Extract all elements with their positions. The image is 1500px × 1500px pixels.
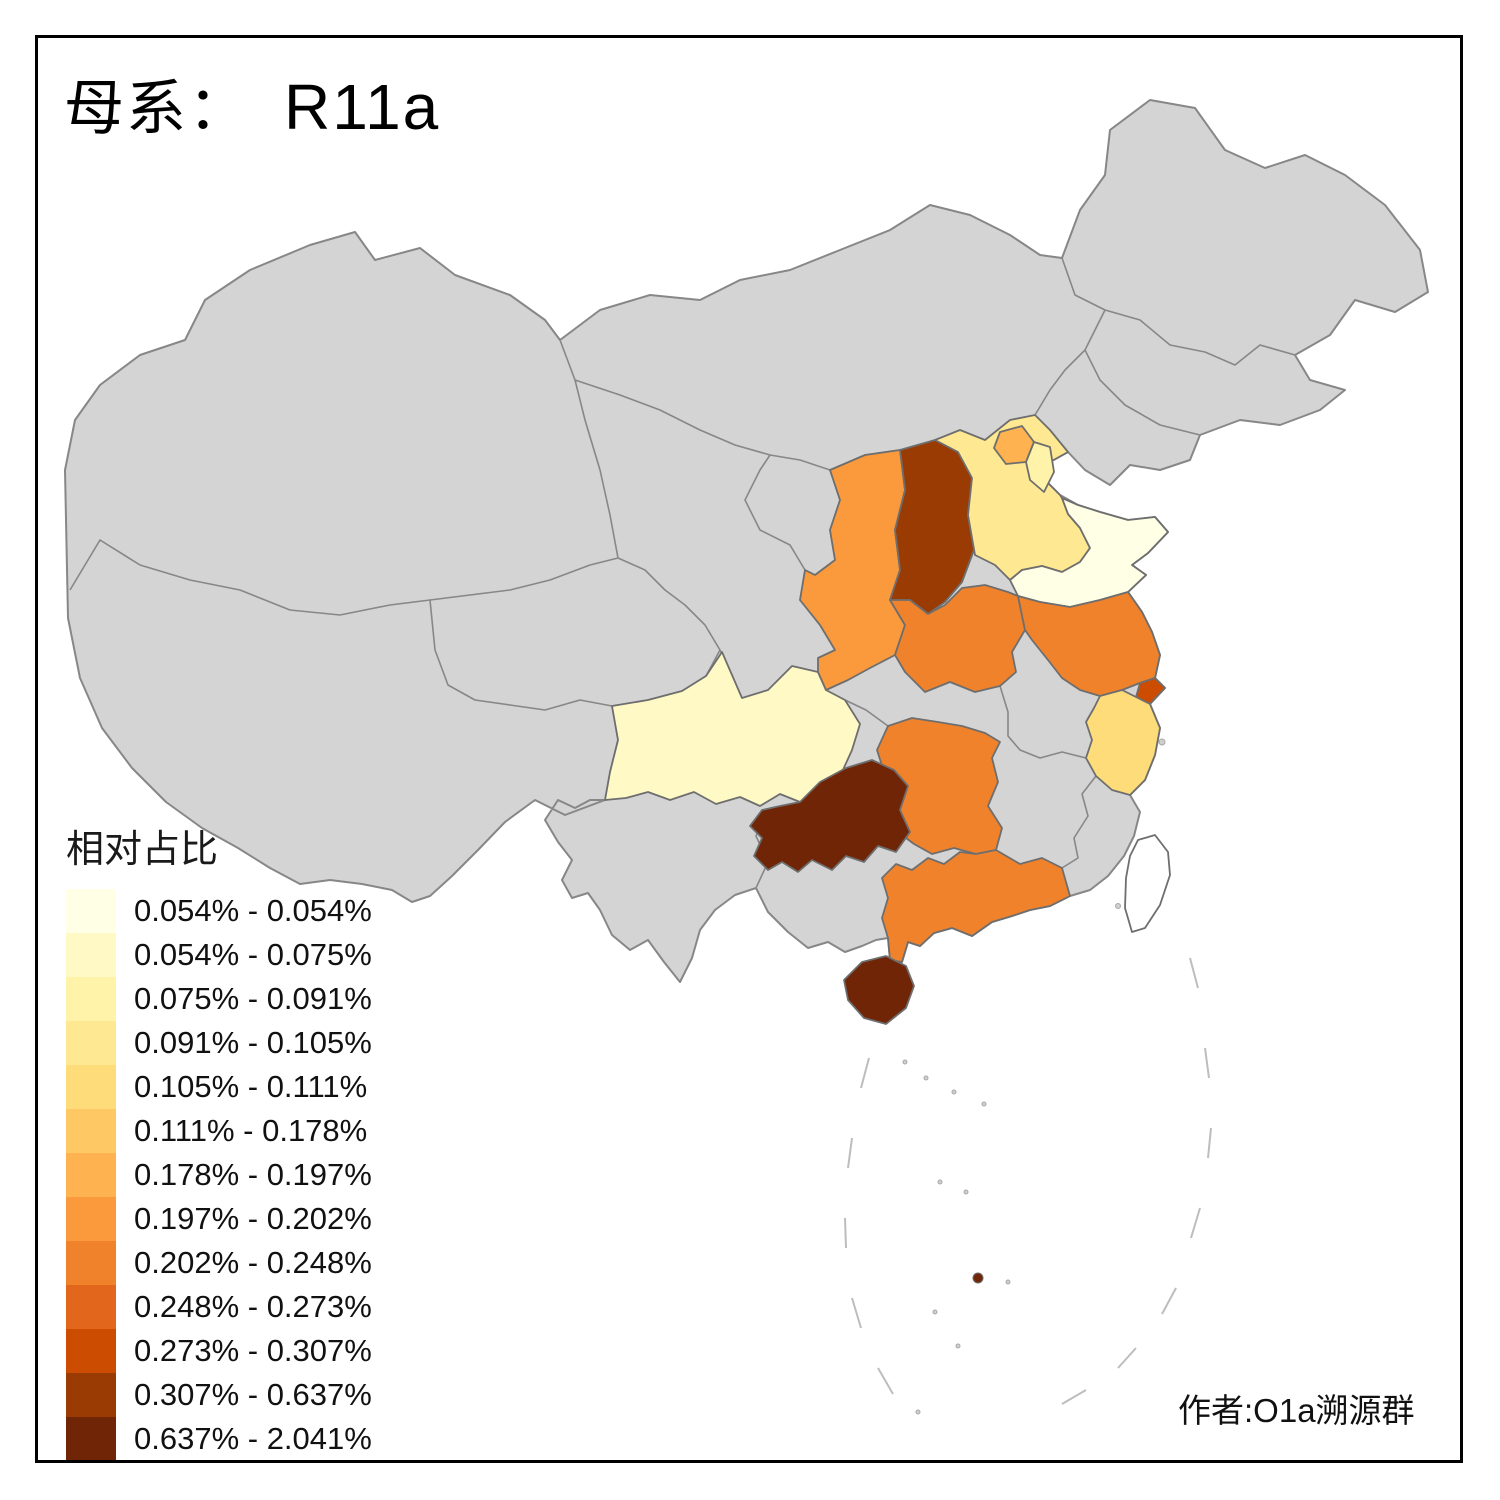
- title-prefix: 母系：: [64, 75, 250, 142]
- legend-title: 相对占比: [66, 829, 219, 871]
- legend-swatch: [66, 977, 116, 1021]
- legend-swatch: [66, 1285, 116, 1329]
- legend-item: 0.091% - 0.105%: [66, 1021, 372, 1065]
- legend-swatch: [66, 889, 116, 933]
- legend-label: 0.248% - 0.273%: [134, 1289, 372, 1324]
- legend-label: 0.054% - 0.075%: [134, 937, 372, 972]
- legend-swatch: [66, 1241, 116, 1285]
- colored-scs-island: [972, 1272, 984, 1284]
- legend-item: 0.637% - 2.041%: [66, 1417, 372, 1461]
- legend-item: 0.307% - 0.637%: [66, 1373, 372, 1417]
- legend-swatch: [66, 1417, 116, 1461]
- legend-label: 0.197% - 0.202%: [134, 1201, 372, 1236]
- legend-item: 0.202% - 0.248%: [66, 1241, 372, 1285]
- legend-swatch: [66, 1197, 116, 1241]
- province-taiwan: [1124, 834, 1171, 933]
- province-hainan: [843, 955, 915, 1025]
- province-guangdong: [881, 849, 1071, 963]
- legend-item: 0.197% - 0.202%: [66, 1197, 372, 1241]
- province-zhejiang: [1085, 689, 1161, 796]
- legend-swatch: [66, 1329, 116, 1373]
- province-shanghai: [1135, 677, 1166, 705]
- legend-item: 0.111% - 0.178%: [66, 1109, 372, 1153]
- legend-item: 0.105% - 0.111%: [66, 1065, 372, 1109]
- legend-label: 0.054% - 0.054%: [134, 893, 372, 928]
- legend-item: 0.248% - 0.273%: [66, 1285, 372, 1329]
- legend-item: 0.054% - 0.075%: [66, 933, 372, 977]
- legend: 相对占比 0.054% - 0.054% 0.054% - 0.075% 0.0…: [66, 818, 372, 1461]
- sea-boundary-dashes: [844, 957, 1212, 1405]
- attribution-text: 作者:O1a溯源群: [1178, 1392, 1415, 1429]
- legend-swatch: [66, 1065, 116, 1109]
- legend-label: 0.178% - 0.197%: [134, 1157, 372, 1192]
- legend-swatch: [66, 1021, 116, 1065]
- legend-item: 0.075% - 0.091%: [66, 977, 372, 1021]
- legend-item: 0.054% - 0.054%: [66, 889, 372, 933]
- legend-swatch: [66, 1109, 116, 1153]
- legend-label: 0.091% - 0.105%: [134, 1025, 372, 1060]
- legend-label: 0.202% - 0.248%: [134, 1245, 372, 1280]
- legend-label: 0.307% - 0.637%: [134, 1377, 372, 1412]
- legend-label: 0.273% - 0.307%: [134, 1333, 372, 1368]
- legend-label: 0.075% - 0.091%: [134, 981, 372, 1016]
- title-haplogroup: R11a: [284, 71, 441, 143]
- province-henan: [889, 584, 1026, 693]
- legend-item: 0.178% - 0.197%: [66, 1153, 372, 1197]
- province-tianjin: [1025, 441, 1055, 493]
- province-guizhou: [749, 759, 911, 873]
- legend-swatch: [66, 1153, 116, 1197]
- legend-label: 0.111% - 0.178%: [134, 1113, 368, 1148]
- legend-label: 0.637% - 2.041%: [134, 1421, 372, 1456]
- small-islands: [902, 738, 1166, 1415]
- legend-swatch: [66, 933, 116, 977]
- legend-item: 0.273% - 0.307%: [66, 1329, 372, 1373]
- legend-swatch: [66, 1373, 116, 1417]
- legend-label: 0.105% - 0.111%: [134, 1069, 368, 1104]
- plot-title: 母系： R11a: [64, 60, 440, 147]
